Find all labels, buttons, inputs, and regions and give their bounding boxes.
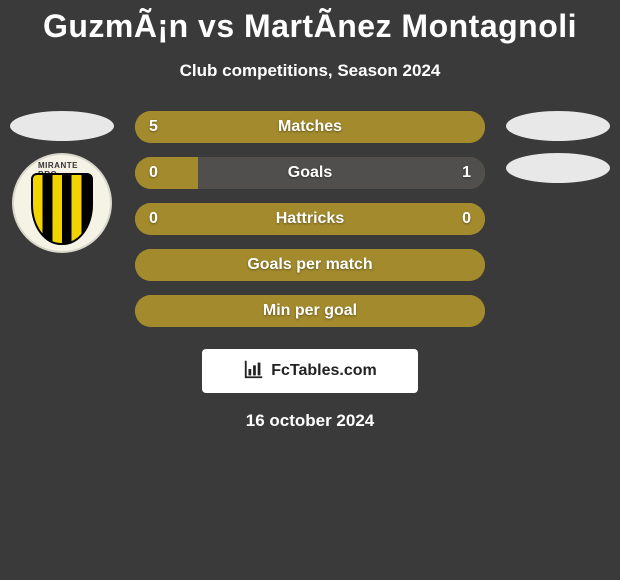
stat-right-value: 0 <box>462 210 471 228</box>
stat-label: Goals per match <box>247 256 372 274</box>
stat-row: 0 Hattricks 0 <box>135 203 485 235</box>
crest-shield-icon <box>31 173 93 245</box>
stat-left-value: 5 <box>149 118 158 136</box>
stat-row: 5 Matches <box>135 111 485 143</box>
stat-label: Hattricks <box>276 210 344 228</box>
right-player-photo-placeholder <box>506 111 610 141</box>
source-text: FcTables.com <box>271 362 377 380</box>
date-label: 16 october 2024 <box>0 411 620 431</box>
stat-label: Goals <box>288 164 332 182</box>
stat-row: 0 Goals 1 <box>135 157 485 189</box>
stat-row: Min per goal <box>135 295 485 327</box>
bar-left-fill <box>135 157 198 189</box>
stat-row: Goals per match <box>135 249 485 281</box>
source-badge: FcTables.com <box>202 349 418 393</box>
stat-label: Matches <box>278 118 342 136</box>
right-player-column <box>503 111 613 183</box>
stat-label: Min per goal <box>263 302 357 320</box>
right-player-club-placeholder <box>506 153 610 183</box>
left-player-column: MIRANTE BRO <box>7 111 117 253</box>
page-title: GuzmÃ¡n vs MartÃ­nez Montagnoli <box>0 0 620 45</box>
subtitle: Club competitions, Season 2024 <box>0 61 620 81</box>
stat-left-value: 0 <box>149 210 158 228</box>
stat-left-value: 0 <box>149 164 158 182</box>
stat-right-value: 1 <box>462 164 471 182</box>
comparison-panel: MIRANTE BRO 5 Matches 0 Goals 1 0 Hattricks 0 Go… <box>0 111 620 327</box>
left-player-photo-placeholder <box>10 111 114 141</box>
bar-right-fill <box>198 157 485 189</box>
stat-bars: 5 Matches 0 Goals 1 0 Hattricks 0 Goals per matc… <box>135 111 485 327</box>
left-player-club-crest: MIRANTE BRO <box>12 153 112 253</box>
chart-icon <box>243 358 265 385</box>
